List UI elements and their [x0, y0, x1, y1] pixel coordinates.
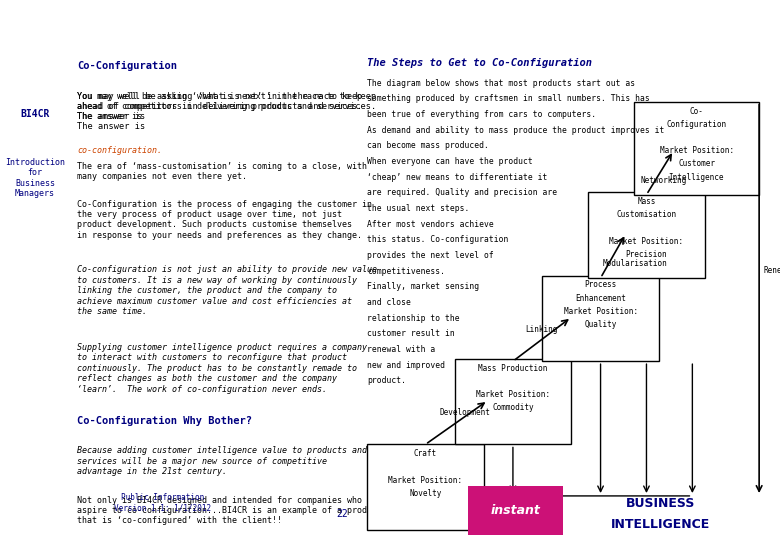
Bar [367, 444, 484, 530]
Text: BUSINESS: BUSINESS [626, 496, 695, 510]
Text: Linking: Linking [526, 325, 558, 334]
Text: Co-Configuration is the process of engaging the customer in
the very process of : Co-Configuration is the process of engag… [77, 200, 372, 240]
Text: instant: instant [491, 504, 541, 517]
Text: Development: Development [440, 408, 491, 417]
Text: Public Information
Version 1.1: 1/1/2012: Public Information Version 1.1: 1/1/2012 [114, 492, 211, 512]
Text: Intelligence: Intelligence [668, 173, 725, 181]
Text: Market Position:: Market Position: [660, 146, 733, 155]
Text: Finally, market sensing: Finally, market sensing [367, 282, 479, 292]
Text: competitiveness.: competitiveness. [367, 267, 445, 276]
Text: Supplying customer intelligence product requires a company
to interact with cust: Supplying customer intelligence product … [77, 343, 367, 394]
Bar [634, 102, 759, 195]
Text: Mass: Mass [637, 197, 656, 206]
Text: The era of ‘mass-customisation’ is coming to a close, with
many companies not ev: The era of ‘mass-customisation’ is comin… [77, 162, 367, 181]
Text: new and improved: new and improved [367, 361, 445, 370]
Text: Craft: Craft [413, 449, 437, 458]
Text: Market Position:: Market Position: [564, 307, 637, 316]
Bar [455, 359, 571, 444]
Text: renewal with a: renewal with a [367, 345, 435, 354]
Bar [468, 486, 563, 535]
Text: provides the next level of: provides the next level of [367, 251, 494, 260]
Text: Market Position:: Market Position: [609, 237, 683, 246]
Text: Novelty: Novelty [409, 489, 441, 498]
Text: 22: 22 [336, 509, 348, 519]
Text: product.: product. [367, 376, 406, 386]
Bar [588, 192, 705, 278]
Text: ‘cheap’ new means to differentiate it: ‘cheap’ new means to differentiate it [367, 173, 548, 181]
Text: Modularisation: Modularisation [603, 259, 668, 268]
Text: The Steps to Get to Co-Configuration: The Steps to Get to Co-Configuration [367, 58, 592, 68]
Text: BI4CR: BI4CR [20, 109, 50, 119]
Text: can become mass produced.: can become mass produced. [367, 141, 489, 150]
Bar [542, 275, 659, 361]
Text: Not only is BI4CR designed and intended for companies who
aspire to co-configura: Not only is BI4CR designed and intended … [77, 496, 382, 525]
Text: Networking: Networking [640, 176, 686, 185]
Text: Enhancement: Enhancement [575, 294, 626, 302]
Text: Because adding customer intelligence value to products and
services will be a ma: Because adding customer intelligence val… [77, 446, 367, 476]
Text: Process: Process [584, 280, 617, 289]
Text: the usual next steps.: the usual next steps. [367, 204, 470, 213]
Text: Precision: Precision [626, 250, 667, 259]
Text: Commodity: Commodity [492, 403, 534, 413]
Text: Configuration: Configuration [666, 120, 727, 129]
Text: Market Position:: Market Position: [476, 390, 550, 399]
Text: Co-Configuration: Co-Configuration [12, 16, 186, 35]
Text: are required. Quality and precision are: are required. Quality and precision are [367, 188, 557, 197]
Text: Co-configuration is not just an ability to provide new value
to customers. It is: Co-configuration is not just an ability … [77, 266, 378, 316]
Text: Quality: Quality [584, 320, 617, 329]
Text: something produced by craftsmen in small numbers. This has: something produced by craftsmen in small… [367, 94, 650, 103]
Text: The diagram below shows that most products start out as: The diagram below shows that most produc… [367, 79, 635, 87]
Text: Co-Configuration Why Bother?: Co-Configuration Why Bother? [77, 416, 252, 426]
Text: co-configuration.: co-configuration. [77, 146, 162, 154]
Text: Co-Configuration: Co-Configuration [77, 61, 177, 71]
Text: this status. Co-configuration: this status. Co-configuration [367, 235, 509, 245]
Text: After most vendors achieve: After most vendors achieve [367, 220, 494, 228]
Text: Market Position:: Market Position: [388, 476, 463, 485]
Text: been true of everything from cars to computers.: been true of everything from cars to com… [367, 110, 596, 119]
Text: You may well be asking ‘what is next’ in the race to keep
ahead of competitors i: You may well be asking ‘what is next’ in… [77, 92, 362, 122]
Text: INTELLIGENCE: INTELLIGENCE [611, 518, 711, 531]
Text: As demand and ability to mass produce the product improves it: As demand and ability to mass produce th… [367, 126, 665, 134]
Text: When everyone can have the product: When everyone can have the product [367, 157, 533, 166]
Text: Renewal: Renewal [764, 266, 780, 275]
Text: Customer: Customer [678, 159, 715, 168]
Text: customer result in: customer result in [367, 329, 455, 339]
Text: Customisation: Customisation [616, 211, 676, 219]
Text: You may well be asking ‘what is next’ in the race to keep
ahead of competitors i: You may well be asking ‘what is next’ in… [77, 92, 377, 122]
Text: relationship to the: relationship to the [367, 314, 459, 323]
Text: Mass Production: Mass Production [478, 363, 548, 373]
Text: Co-: Co- [690, 106, 704, 116]
Text: Introduction
for
Business
Managers: Introduction for Business Managers [5, 158, 65, 198]
Text: The answer is: The answer is [77, 122, 151, 131]
Text: and close: and close [367, 298, 411, 307]
